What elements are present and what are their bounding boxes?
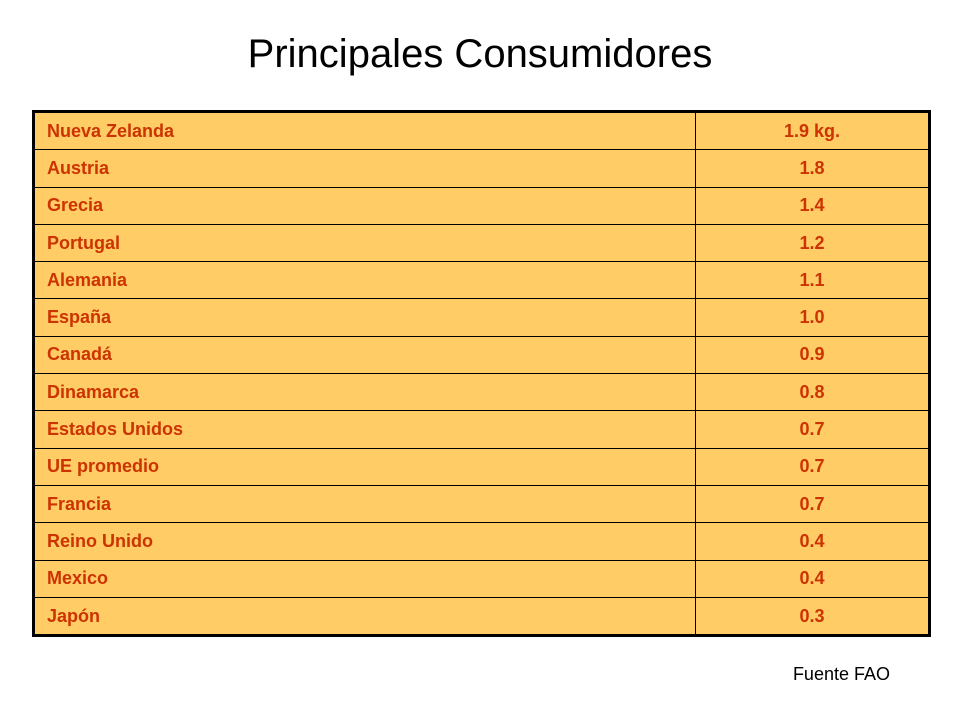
consumers-table: Nueva Zelanda 1.9 kg. Austria 1.8 Grecia…	[32, 110, 931, 638]
value-cell: 1.2	[695, 223, 930, 263]
country-cell: Francia	[33, 484, 696, 524]
country-cell: Dinamarca	[33, 373, 696, 412]
table-row: Canadá 0.9	[33, 335, 930, 375]
page-title: Principales Consumidores	[247, 32, 713, 76]
value-cell: 0.9	[695, 335, 930, 375]
value-cell: 0.7	[695, 410, 930, 449]
table-row: UE promedio 0.7	[33, 447, 930, 486]
value-cell: 0.4	[695, 522, 930, 561]
value-cell: 1.9 kg.	[695, 110, 930, 151]
value-cell: 0.8	[695, 373, 930, 412]
value-cell: 0.7	[695, 447, 930, 486]
country-cell: UE promedio	[33, 447, 696, 486]
country-cell: Mexico	[33, 559, 696, 598]
value-cell: 0.4	[695, 559, 930, 598]
table-row: Reino Unido 0.4	[33, 522, 930, 561]
table-row: Dinamarca 0.8	[33, 373, 930, 412]
table-row: Nueva Zelanda 1.9 kg.	[33, 110, 930, 151]
country-cell: Reino Unido	[33, 522, 696, 561]
table-row: Francia 0.7	[33, 484, 930, 524]
country-cell: Portugal	[33, 223, 696, 263]
table-row: Japón 0.3	[33, 596, 930, 637]
value-cell: 1.1	[695, 261, 930, 300]
value-cell: 1.4	[695, 186, 930, 225]
country-cell: Grecia	[33, 186, 696, 225]
table-row: Portugal 1.2	[33, 223, 930, 263]
country-cell: Austria	[33, 149, 696, 188]
country-cell: Canadá	[33, 335, 696, 375]
country-cell: Estados Unidos	[33, 410, 696, 449]
table-row: Mexico 0.4	[33, 559, 930, 598]
table-row: Grecia 1.4	[33, 186, 930, 225]
value-cell: 1.8	[695, 149, 930, 188]
table-row: Estados Unidos 0.7	[33, 410, 930, 449]
value-cell: 0.7	[695, 484, 930, 524]
value-cell: 0.3	[695, 596, 930, 637]
country-cell: España	[33, 298, 696, 337]
country-cell: Japón	[33, 596, 696, 637]
table-row: España 1.0	[33, 298, 930, 337]
value-cell: 1.0	[695, 298, 930, 337]
table-row: Alemania 1.1	[33, 261, 930, 300]
source-note: Fuente FAO	[792, 664, 890, 684]
country-cell: Nueva Zelanda	[33, 110, 696, 151]
country-cell: Alemania	[33, 261, 696, 300]
table-row: Austria 1.8	[33, 149, 930, 188]
